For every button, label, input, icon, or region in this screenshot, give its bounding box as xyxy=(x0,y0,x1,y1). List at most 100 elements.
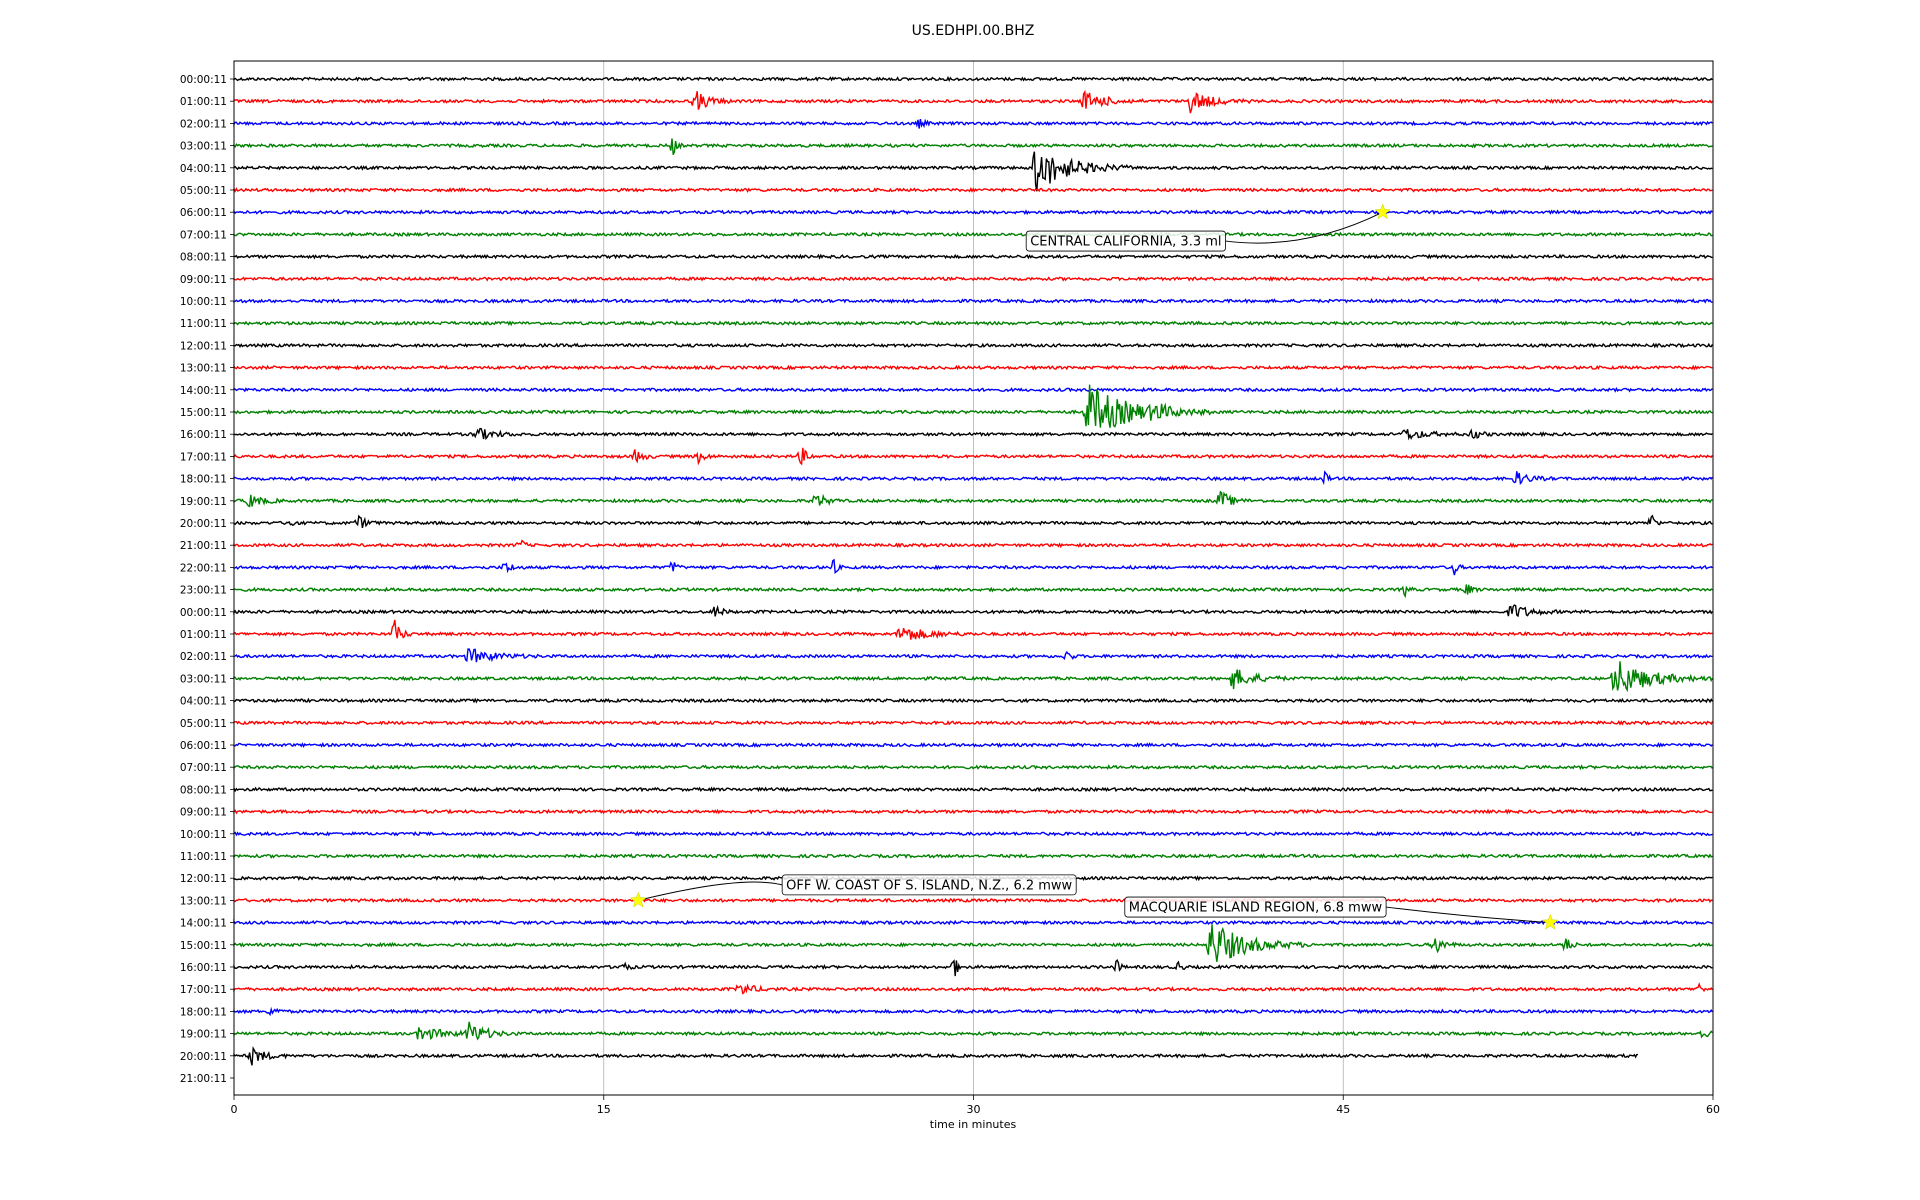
x-tick-label: 45 xyxy=(1336,1103,1350,1116)
annotation-box xyxy=(1124,896,1387,918)
trace-row-6 xyxy=(233,209,1713,216)
trace-row-39 xyxy=(233,924,1713,962)
trace-row-26 xyxy=(233,648,1713,663)
trace-row-37 xyxy=(233,897,1713,904)
y-tick-label: 07:00:11 xyxy=(180,762,227,774)
trace-row-42 xyxy=(233,1006,1713,1017)
annotation-label: OFF W. COAST OF S. ISLAND, N.Z., 6.2 mww xyxy=(786,878,1072,893)
trace-row-12 xyxy=(233,342,1714,349)
y-tick-label: 22:00:11 xyxy=(180,562,227,574)
y-tick-label: 09:00:11 xyxy=(180,274,227,286)
annotation-connector xyxy=(1386,906,1551,924)
y-tick-label: 17:00:11 xyxy=(180,984,227,996)
annotation-label: CENTRAL CALIFORNIA, 3.3 ml xyxy=(1030,235,1221,250)
trace-row-13 xyxy=(233,364,1713,371)
y-tick-label: 19:00:11 xyxy=(180,496,227,508)
trace-row-8 xyxy=(233,253,1713,260)
y-tick-label: 02:00:11 xyxy=(180,118,227,130)
trace-row-40 xyxy=(233,959,1713,977)
x-tick-label: 30 xyxy=(967,1103,981,1116)
y-tick-label: 03:00:11 xyxy=(180,673,227,685)
trace-row-44 xyxy=(233,1046,1639,1066)
x-tick-label: 60 xyxy=(1706,1103,1720,1116)
trace-row-5 xyxy=(233,187,1713,193)
event-star-marker xyxy=(630,891,647,908)
y-tick-label: 04:00:11 xyxy=(180,163,227,175)
trace-row-43 xyxy=(233,1021,1713,1041)
y-tick-label: 01:00:11 xyxy=(180,96,227,108)
trace-row-17 xyxy=(233,447,1713,466)
y-tick-label: 14:00:11 xyxy=(180,385,227,397)
trace-row-14 xyxy=(233,386,1713,393)
trace-row-0 xyxy=(233,75,1713,82)
trace-row-20 xyxy=(233,514,1713,529)
annotation-connector xyxy=(638,881,783,901)
y-tick-label: 15:00:11 xyxy=(180,940,227,952)
y-tick-label: 17:00:11 xyxy=(180,451,227,463)
trace-row-31 xyxy=(233,764,1713,771)
x-axis-label: time in minutes xyxy=(930,1118,1017,1131)
trace-row-23 xyxy=(233,584,1713,599)
x-tick-label: 15 xyxy=(597,1103,611,1116)
y-tick-label: 06:00:11 xyxy=(180,207,227,219)
trace-row-41 xyxy=(233,982,1713,995)
event-annotation-2: MACQUARIE ISLAND REGION, 6.8 mww xyxy=(1124,896,1559,930)
trace-row-11 xyxy=(233,320,1713,327)
y-tick-label: 18:00:11 xyxy=(180,1006,227,1018)
x-tick-label: 0 xyxy=(231,1103,238,1116)
annotation-box xyxy=(1025,230,1226,252)
trace-row-28 xyxy=(233,697,1714,704)
y-tick-label: 13:00:11 xyxy=(180,895,227,907)
trace-row-21 xyxy=(233,539,1713,549)
trace-row-22 xyxy=(233,558,1713,576)
y-tick-label: 06:00:11 xyxy=(180,740,227,752)
y-tick-label: 20:00:11 xyxy=(180,518,227,530)
y-tick-label: 20:00:11 xyxy=(180,1051,227,1063)
trace-row-24 xyxy=(233,604,1713,618)
y-tick-label: 23:00:11 xyxy=(180,585,227,597)
trace-row-19 xyxy=(233,490,1713,508)
trace-row-9 xyxy=(233,275,1713,282)
y-tick-label: 21:00:11 xyxy=(180,540,227,552)
y-tick-label: 02:00:11 xyxy=(180,651,227,663)
annotation-label: MACQUARIE ISLAND REGION, 6.8 mww xyxy=(1129,901,1383,916)
y-tick-label: 10:00:11 xyxy=(180,296,227,308)
y-tick-label: 19:00:11 xyxy=(180,1029,227,1041)
trace-row-4 xyxy=(233,151,1713,192)
y-tick-label: 00:00:11 xyxy=(180,74,227,86)
annotation-box xyxy=(781,874,1077,896)
y-tick-label: 01:00:11 xyxy=(180,629,227,641)
y-tick-label: 00:00:11 xyxy=(180,607,227,619)
y-tick-label: 11:00:11 xyxy=(180,318,227,330)
event-annotation-1: OFF W. COAST OF S. ISLAND, N.Z., 6.2 mww xyxy=(630,874,1077,908)
chart-title: US.EDHPI.00.BHZ xyxy=(912,23,1035,39)
y-tick-label: 03:00:11 xyxy=(180,141,227,153)
event-annotations: CENTRAL CALIFORNIA, 3.3 ml OFF W. COAST O… xyxy=(630,203,1559,930)
y-tick-label: 10:00:11 xyxy=(180,829,227,841)
x-axis-ticks: 0 15 30 45 60 xyxy=(231,1095,1720,1116)
y-tick-label: 14:00:11 xyxy=(180,918,227,930)
trace-row-34 xyxy=(233,830,1713,837)
y-tick-label: 08:00:11 xyxy=(180,784,227,796)
y-tick-label: 13:00:11 xyxy=(180,363,227,375)
trace-row-35 xyxy=(233,853,1713,860)
trace-row-3 xyxy=(233,138,1713,155)
y-tick-label: 07:00:11 xyxy=(180,229,227,241)
trace-row-32 xyxy=(233,786,1713,793)
trace-row-1 xyxy=(233,89,1713,114)
trace-row-29 xyxy=(233,719,1714,726)
y-tick-label: 05:00:11 xyxy=(180,718,227,730)
trace-row-25 xyxy=(233,619,1713,640)
y-tick-label: 18:00:11 xyxy=(180,474,227,486)
y-tick-label: 15:00:11 xyxy=(180,407,227,419)
y-tick-label: 08:00:11 xyxy=(180,252,227,264)
trace-row-16 xyxy=(233,427,1713,441)
trace-row-7 xyxy=(233,231,1713,238)
y-tick-label: 16:00:11 xyxy=(180,962,227,974)
y-tick-label: 09:00:11 xyxy=(180,807,227,819)
y-axis-ticks: 00:00:11 01:00:11 02:00:11 03:00:11 04:00:11… xyxy=(180,74,234,1085)
y-tick-label: 04:00:11 xyxy=(180,696,227,708)
y-tick-label: 11:00:11 xyxy=(180,851,227,863)
trace-row-27 xyxy=(233,661,1714,693)
